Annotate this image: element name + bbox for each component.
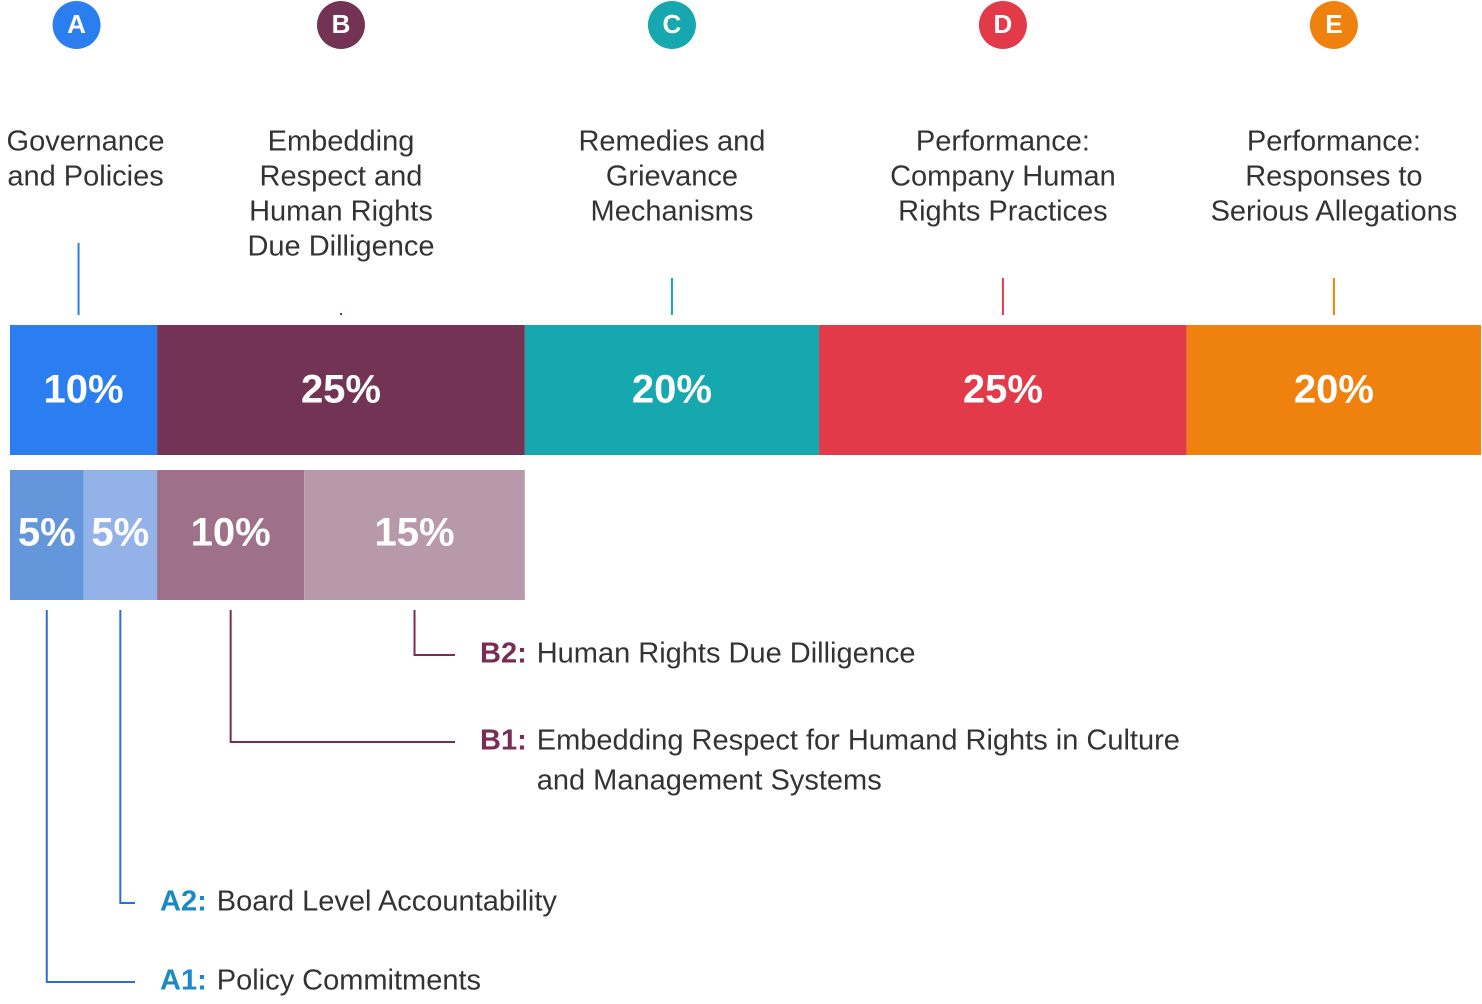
subcategory-code: A1: xyxy=(160,965,207,997)
callout xyxy=(45,610,135,983)
category-bar xyxy=(10,325,158,455)
category-letter: D xyxy=(994,9,1013,39)
callout xyxy=(413,610,455,656)
category-label: Performance: xyxy=(1247,126,1421,158)
category-value: 20% xyxy=(1294,368,1374,412)
category-value: 20% xyxy=(632,368,712,412)
subcategory-code: B2: xyxy=(480,638,527,670)
subcategory-value: 5% xyxy=(18,511,76,555)
subcategory-label: Policy Commitments xyxy=(217,965,481,997)
category-value: 10% xyxy=(44,368,124,412)
subcategory-bar xyxy=(10,470,84,600)
category-bar xyxy=(1186,325,1481,455)
category-label: Responses to xyxy=(1245,161,1422,193)
subcategory-code: A2: xyxy=(160,886,207,918)
category-label: Human Rights xyxy=(249,196,433,228)
subcategory-value: 5% xyxy=(91,511,149,555)
subcategory-bar xyxy=(157,470,305,600)
callout xyxy=(229,610,455,743)
category-bar xyxy=(819,325,1187,455)
category-badge xyxy=(1309,1,1358,49)
subcategory-value: 10% xyxy=(191,511,271,555)
category-letter: C xyxy=(663,9,682,39)
category-label: Remedies and xyxy=(578,126,765,158)
subcategory-label: Human Rights Due Dilligence xyxy=(537,638,916,670)
category-value: 25% xyxy=(301,368,381,412)
subcategory-label: and Management Systems xyxy=(537,765,882,797)
subcategory-label: Embedding Respect for Humand Rights in C… xyxy=(537,725,1180,757)
category-label: Respect and xyxy=(260,161,423,193)
callout xyxy=(119,610,135,904)
category-badge xyxy=(978,1,1027,49)
category-badge xyxy=(316,1,365,49)
category-label: Due Dilligence xyxy=(247,231,434,263)
category-label: Governance xyxy=(7,126,165,158)
category-label: Embedding xyxy=(268,126,415,158)
category-letter: B xyxy=(332,9,351,39)
category-bar xyxy=(524,325,820,455)
subcategory-value: 15% xyxy=(374,511,454,555)
category-label: Company Human xyxy=(890,161,1116,193)
subcategory-bar xyxy=(304,470,525,600)
category-label: and Policies xyxy=(7,161,163,193)
category-bar xyxy=(157,325,525,455)
category-label: Rights Practices xyxy=(898,196,1108,228)
category-badge xyxy=(52,1,101,49)
subcategory-bar xyxy=(83,470,158,600)
category-value: 25% xyxy=(963,368,1043,412)
category-label: Grievance xyxy=(606,161,738,193)
category-label: Serious Allegations xyxy=(1211,196,1458,228)
category-label: Performance: xyxy=(916,126,1090,158)
category-label: Mechanisms xyxy=(591,196,754,228)
category-letter: E xyxy=(1325,9,1342,39)
subcategory-label: Board Level Accountability xyxy=(217,886,558,918)
category-letter: A xyxy=(67,9,86,39)
subcategory-code: B1: xyxy=(480,725,527,757)
category-badge xyxy=(647,1,696,49)
